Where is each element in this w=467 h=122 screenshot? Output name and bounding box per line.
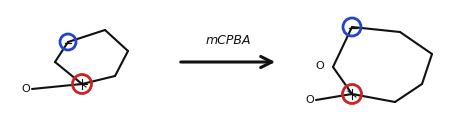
Text: O: O [21,84,30,94]
Text: O: O [316,61,325,71]
Text: O: O [305,95,314,105]
Text: mCPBA: mCPBA [205,34,251,47]
